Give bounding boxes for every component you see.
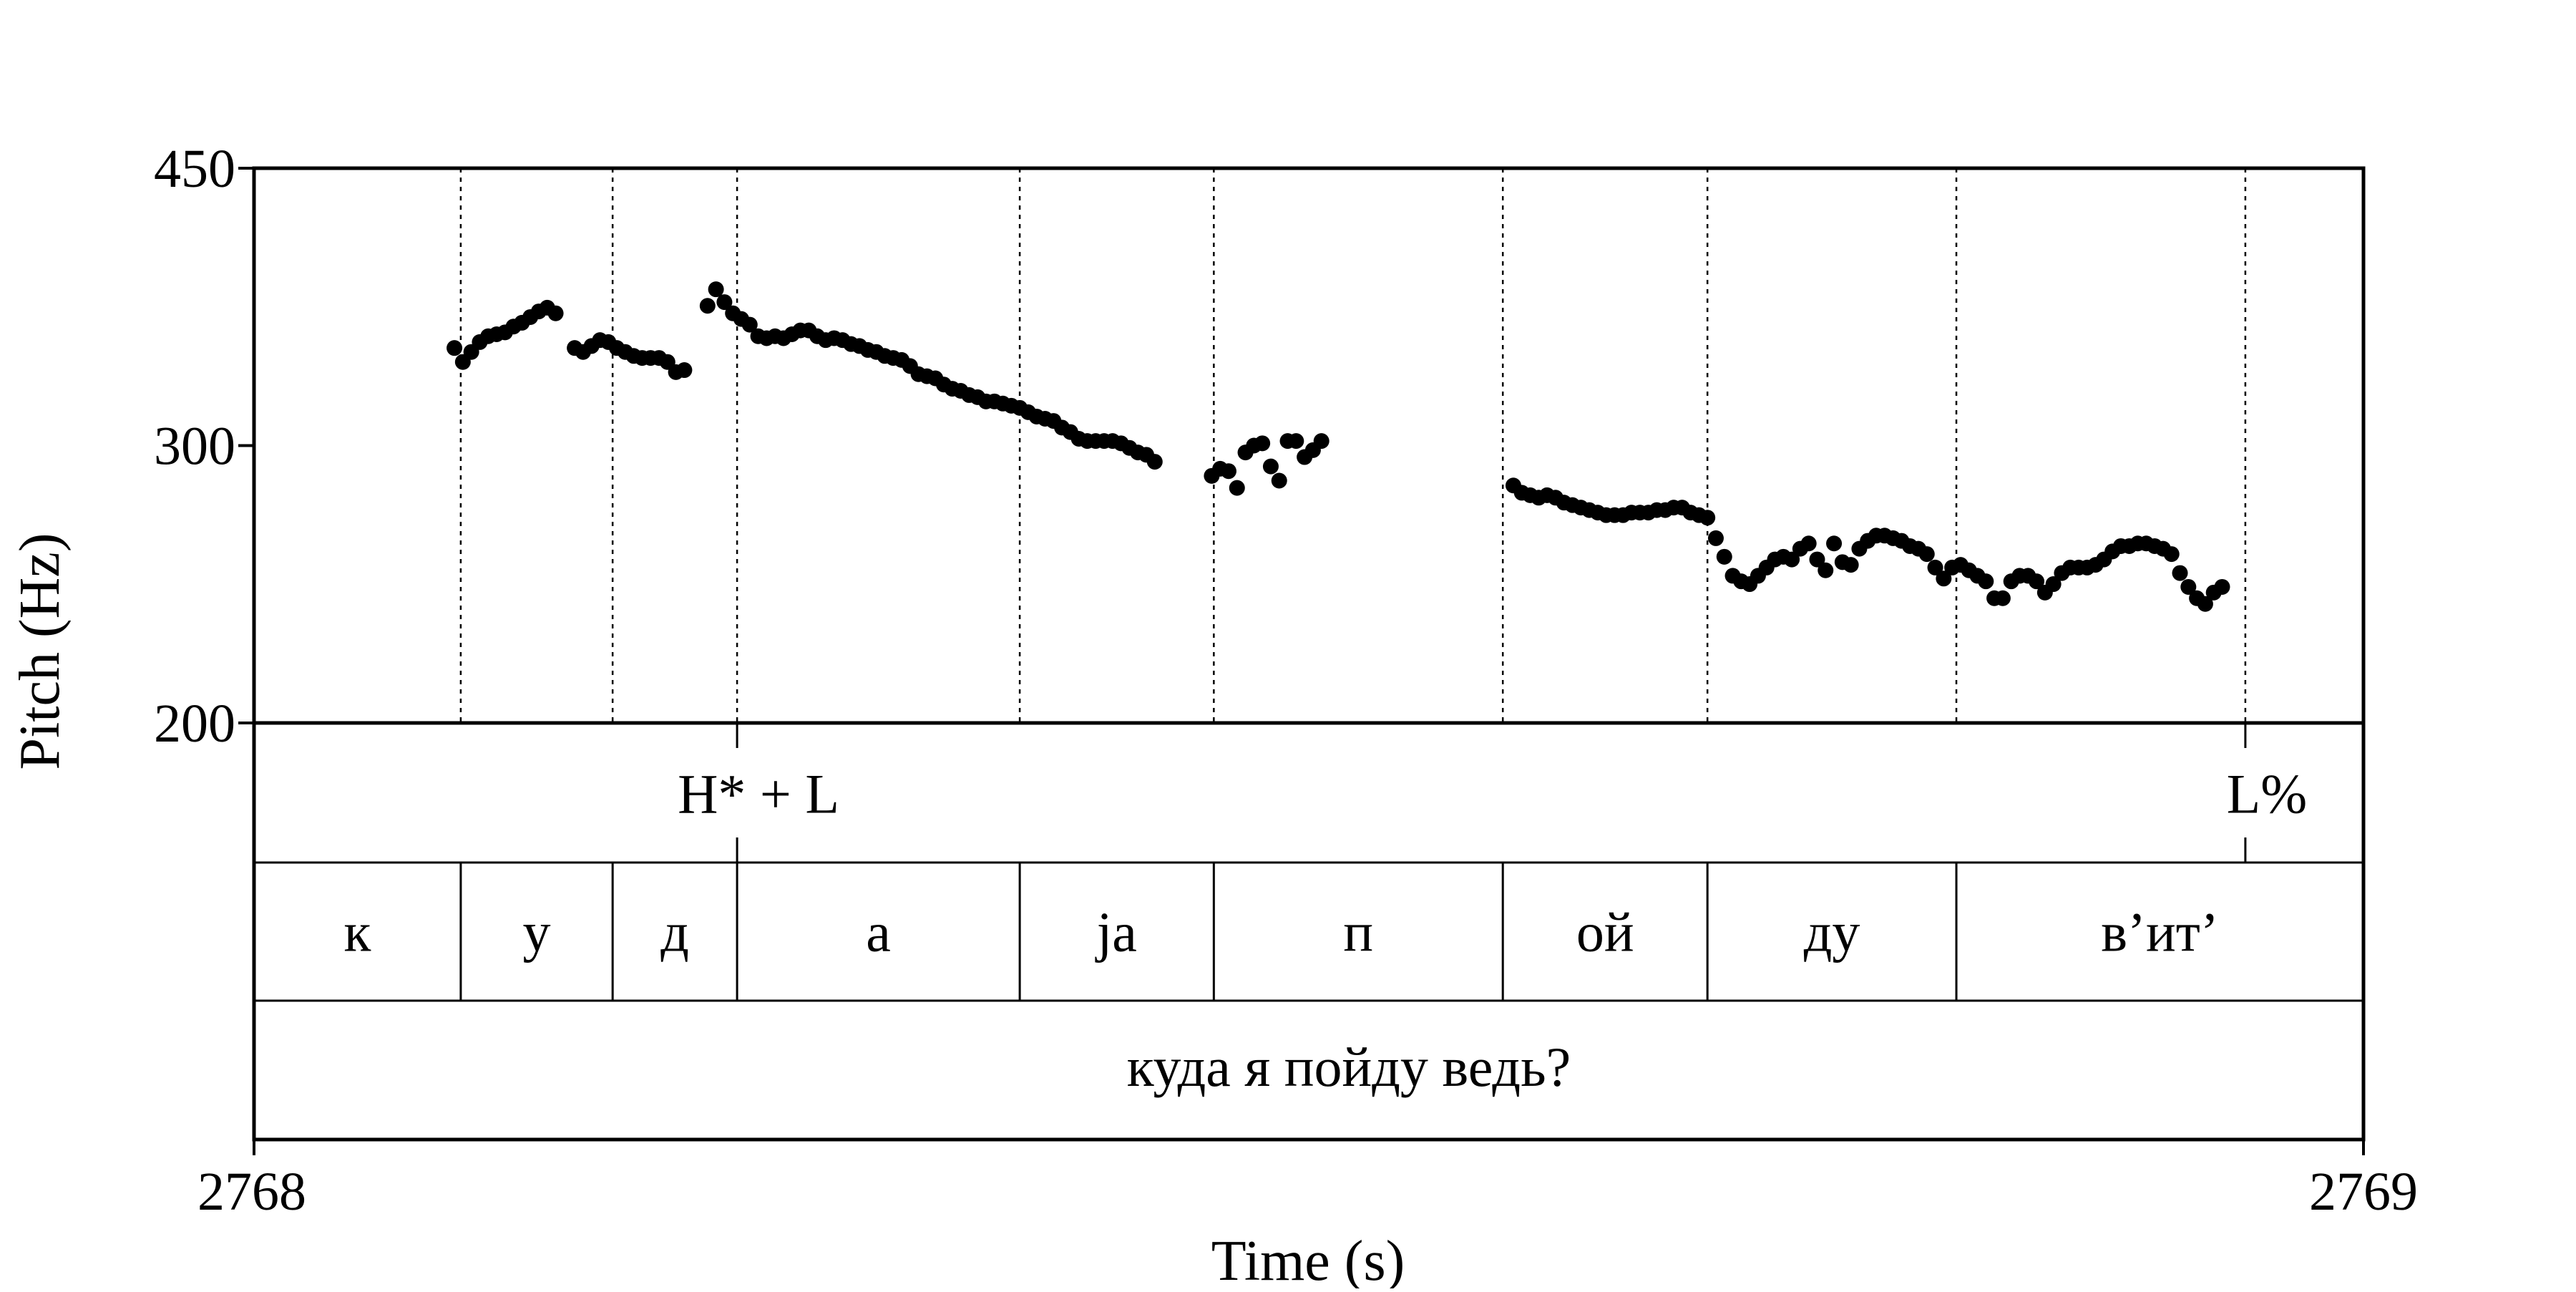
pitch-point	[741, 316, 758, 333]
pitch-point	[1927, 559, 1943, 575]
y-axis-title: Pitch (Hz)	[9, 533, 72, 769]
pitch-point	[2045, 576, 2062, 593]
pitch-point	[1994, 590, 2011, 606]
pitch-points	[447, 281, 2230, 612]
pitch-point	[1918, 546, 1935, 563]
pitch-point	[699, 298, 716, 314]
sentence-label: куда я пойду ведь?	[1127, 1036, 1571, 1098]
segment-boundaries	[459, 168, 2247, 1001]
pitch-point	[1229, 480, 1245, 496]
pitch-point	[547, 305, 564, 321]
pitch-point	[1699, 510, 1716, 526]
tone-label: H* + L	[678, 763, 839, 825]
pitch-point	[2172, 565, 2188, 581]
segment-label: ой	[1576, 901, 1634, 963]
pitch-point	[1826, 535, 1843, 552]
pitch-point	[2163, 546, 2180, 563]
segment-label: а	[866, 901, 891, 963]
segment-label: д	[660, 901, 689, 963]
pitch-point	[1818, 562, 1834, 578]
pitch-point	[2197, 596, 2213, 612]
plot-frames	[238, 166, 2366, 1155]
pitch-point	[1800, 535, 1817, 552]
pitch-point	[1254, 435, 1271, 452]
segment-label: ду	[1804, 901, 1860, 963]
pitch-point	[1707, 530, 1724, 546]
pitch-point	[2029, 573, 2045, 590]
segment-label: ja	[1095, 901, 1137, 963]
segment-label: в’ит’	[2101, 901, 2219, 963]
chart-labels: 2768 2769 Time (s) Pitch (Hz) куда я пой…	[9, 139, 2418, 1292]
pitch-point	[1288, 433, 1304, 450]
pitch-point	[676, 362, 693, 379]
pitch-point	[447, 340, 463, 356]
segment-label: п	[1343, 901, 1373, 963]
pitch-point	[708, 281, 724, 298]
pitch-point	[1146, 454, 1163, 470]
pitch-point	[1978, 573, 1994, 590]
pitch-point	[1313, 433, 1330, 450]
pitch-point	[1843, 557, 1859, 573]
pitch-point	[2214, 578, 2230, 595]
segment-label: у	[523, 901, 551, 963]
pitch-point	[1936, 570, 1952, 587]
x-tick-label-start: 2768	[197, 1162, 306, 1222]
pitch-point	[1809, 551, 1825, 568]
y-tick-label: 300	[154, 417, 235, 477]
segment-label: к	[343, 901, 371, 963]
tiers-frame	[252, 721, 2366, 1142]
tone-label: L%	[2227, 763, 2308, 825]
pitch-point	[1262, 458, 1279, 475]
pitch-point	[1220, 463, 1236, 480]
pitch-point	[2180, 578, 2197, 595]
pitch-point	[716, 294, 733, 311]
pitch-point	[1271, 472, 1287, 489]
y-tick-label: 200	[154, 694, 235, 754]
x-axis-title: Time (s)	[1211, 1230, 1405, 1288]
pitch-point	[1784, 551, 1800, 568]
x-tick-label-end: 2769	[2309, 1162, 2418, 1222]
y-tick-label: 450	[154, 139, 235, 199]
pitch-point	[1716, 548, 1732, 565]
